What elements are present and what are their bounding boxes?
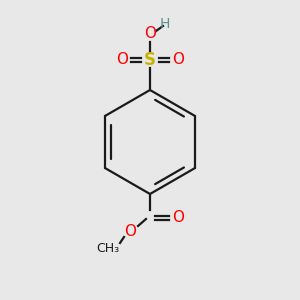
- Text: CH₃: CH₃: [96, 242, 120, 254]
- Text: O: O: [172, 211, 184, 226]
- Text: O: O: [124, 224, 136, 239]
- Text: H: H: [160, 17, 170, 31]
- Text: O: O: [116, 52, 128, 68]
- Text: O: O: [144, 26, 156, 41]
- Text: O: O: [172, 52, 184, 68]
- Text: S: S: [144, 51, 156, 69]
